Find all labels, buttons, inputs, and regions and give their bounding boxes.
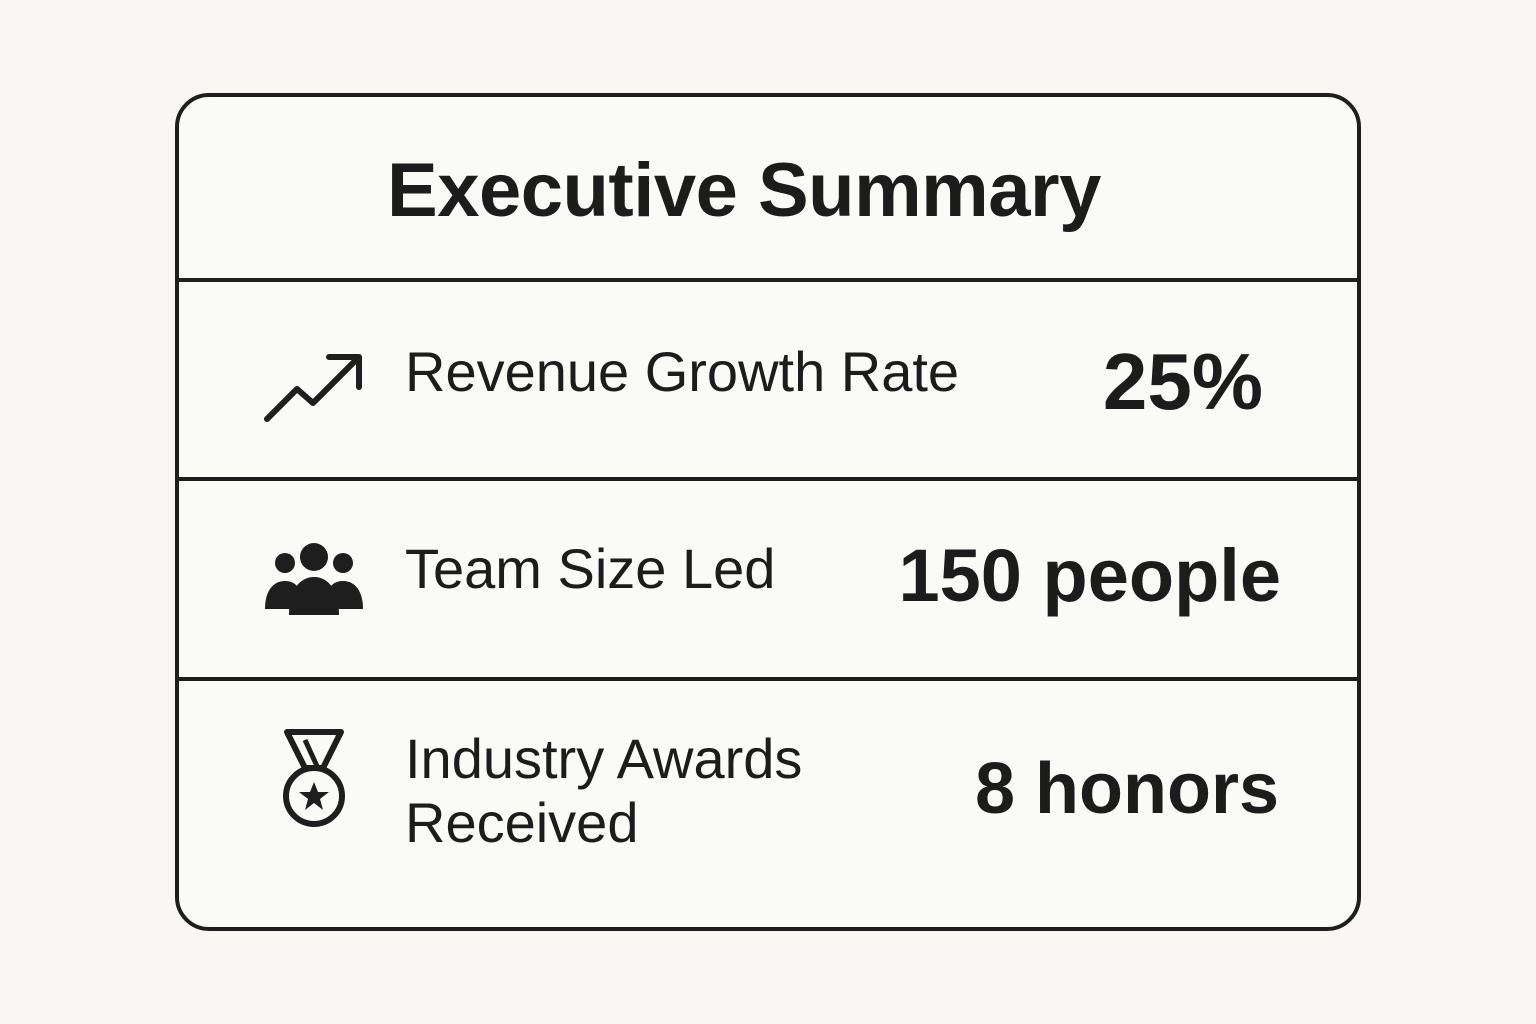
metric-row-industry-awards: Industry Awards Received 8 honors [179, 681, 1357, 927]
metric-value: 150 people [898, 534, 1281, 617]
metric-value: 25% [1102, 337, 1263, 426]
card-header: Executive Summary [179, 97, 1357, 282]
executive-summary-card: Executive Summary Revenue Growth Rate 25… [175, 93, 1361, 931]
metric-label: Industry Awards Received [405, 727, 803, 854]
metric-row-team-size: Team Size Led 150 people [179, 481, 1357, 681]
trending-up-icon [259, 337, 369, 427]
team-people-icon [259, 531, 369, 621]
award-medal-icon [259, 726, 369, 836]
metric-row-revenue-growth: Revenue Growth Rate 25% [179, 282, 1357, 481]
card-title: Executive Summary [387, 148, 1101, 233]
metric-label: Revenue Growth Rate [405, 340, 960, 403]
metric-label: Team Size Led [405, 537, 776, 600]
metric-value: 8 honors [974, 749, 1279, 829]
